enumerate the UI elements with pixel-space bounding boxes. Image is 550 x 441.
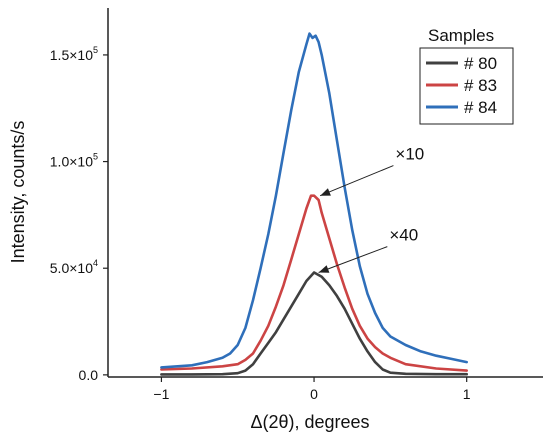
- x-tick-label: 0: [310, 386, 318, 402]
- y-axis-title: Intensity, counts/s: [8, 121, 28, 264]
- y-tick-mantissa: 1.5×10: [50, 47, 93, 63]
- legend-items: # 80 # 83 # 84: [426, 54, 497, 117]
- y-tick-label: 5.0×104: [50, 258, 98, 276]
- y-tick-label: 0.0: [79, 367, 99, 383]
- annotation-arrow-line: [319, 165, 394, 197]
- y-tick-exponent: 5: [93, 152, 98, 162]
- legend: Samples # 80 # 83 # 84: [419, 26, 514, 125]
- legend-title: Samples: [428, 26, 494, 45]
- series-line-3: [160, 32, 469, 369]
- x-tick-label: −1: [153, 386, 169, 402]
- y-tick-mantissa: 0.0: [79, 367, 99, 383]
- annotation-arrowhead: [318, 265, 330, 273]
- legend-label: # 80: [464, 54, 497, 73]
- y-tick-exponent: 4: [93, 258, 98, 268]
- legend-label: # 83: [464, 76, 497, 95]
- x-tick-label: 1: [463, 386, 471, 402]
- series-line-1: [160, 271, 469, 376]
- series-line-2: [160, 194, 469, 372]
- series-lines: [160, 32, 469, 376]
- annotation-arrow-line: [318, 246, 388, 273]
- axes: [107, 8, 543, 378]
- annotation-label: ×10: [395, 145, 424, 164]
- y-tick-mantissa: 5.0×10: [50, 260, 93, 276]
- annotations: ×10 ×40: [318, 145, 424, 273]
- y-tick-exponent: 5: [93, 45, 98, 55]
- y-tick-label: 1.5×105: [50, 45, 98, 63]
- x-axis-title: Δ(2θ), degrees: [250, 412, 369, 432]
- annotation-arrowhead: [320, 188, 331, 196]
- y-tick-mantissa: 1.0×10: [50, 154, 93, 170]
- annotation-label: ×40: [389, 226, 418, 245]
- legend-label: # 84: [464, 98, 497, 117]
- y-tick-label: 1.0×105: [50, 152, 98, 170]
